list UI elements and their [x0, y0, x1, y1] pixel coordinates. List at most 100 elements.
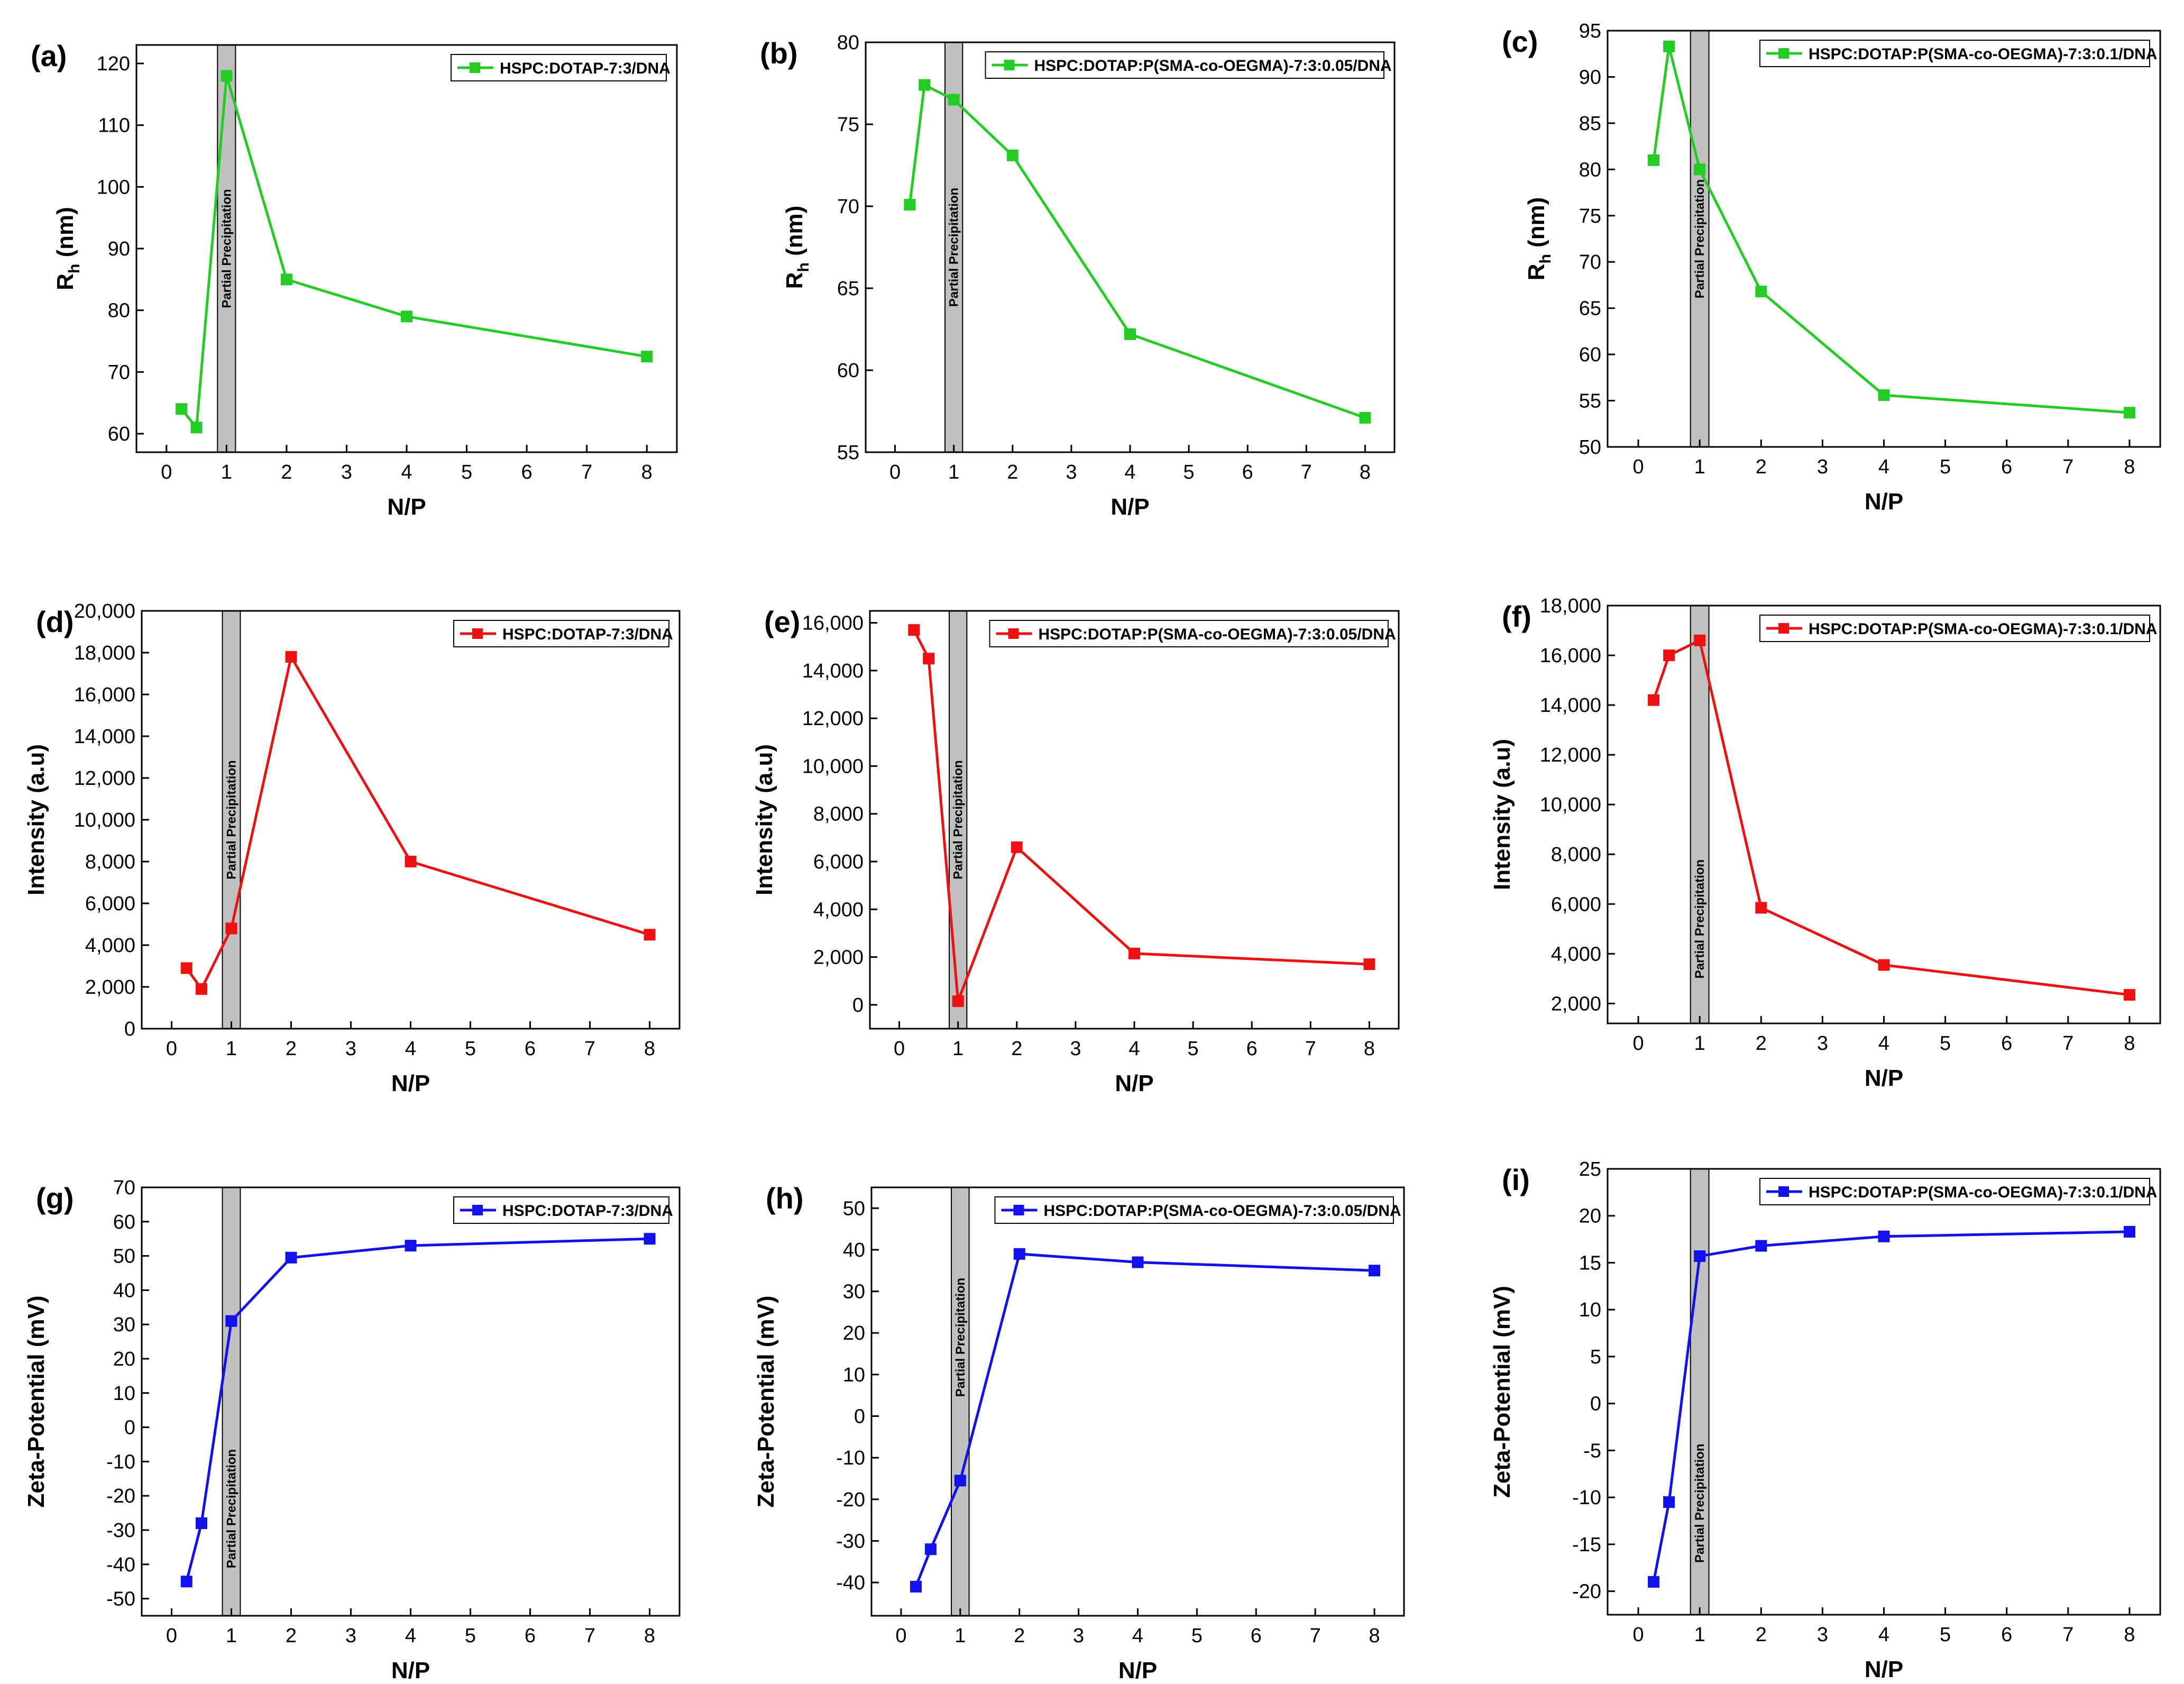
legend-marker: [1013, 1205, 1024, 1215]
y-tick-label: 55: [1579, 390, 1601, 413]
y-axis-title: Zeta-Potential (mV): [753, 1296, 779, 1508]
x-tick-label: 7: [1301, 461, 1312, 483]
y-tick-label: 60: [108, 423, 130, 445]
x-tick-label: 4: [1132, 1625, 1143, 1647]
data-point: [1648, 694, 1660, 706]
y-tick-label: -10: [836, 1447, 865, 1469]
data-point: [180, 1576, 192, 1588]
y-axis-title-base: Zeta-Potential (mV): [753, 1296, 779, 1508]
data-point: [948, 94, 960, 106]
partial-precipitation-band: [217, 44, 236, 453]
x-tick-label: 4: [1128, 1038, 1140, 1060]
data-point: [1878, 1230, 1890, 1242]
x-tick-label: 4: [405, 1625, 416, 1647]
chart-panel-e: Partial Precipitation 0 1 2 3 4 5 6 7 8 0 2,000 4,00…: [751, 605, 1400, 1096]
y-tick-label: -40: [836, 1572, 865, 1594]
y-axis-title-base: Zeta-Potential (mV): [1489, 1286, 1515, 1498]
y-tick-label: 8,000: [813, 803, 864, 826]
x-tick-label: 0: [1632, 1032, 1644, 1055]
series-line: [914, 1252, 1375, 1587]
x-tick-label: 1: [1694, 456, 1705, 478]
x-tick-label: 6: [2001, 456, 2012, 478]
y-axis-title-base: Zeta-Potential (mV): [23, 1296, 49, 1508]
y-tick-label: 10,000: [1540, 794, 1601, 816]
band-label: Partial Precipitation: [225, 1449, 239, 1568]
y-tick-label: 8,000: [1551, 844, 1601, 866]
data-point: [1755, 902, 1767, 914]
x-tick-label: 6: [1242, 461, 1253, 483]
x-tick-label: 1: [952, 1038, 963, 1060]
x-tick-label: 1: [955, 1625, 966, 1647]
data-point: [405, 856, 417, 867]
y-tick-label: 100: [97, 176, 130, 198]
y-axis-title: Rh (nm): [52, 207, 83, 290]
y-tick-label: 0: [124, 1417, 135, 1439]
y-axis-title: Zeta-Potential (mV): [1489, 1286, 1515, 1498]
x-tick-label: 5: [1191, 1625, 1203, 1647]
legend-marker: [472, 628, 483, 639]
x-tick-label: 4: [1878, 456, 1889, 478]
data-point: [641, 351, 653, 363]
chart-panel-c: Partial Precipitation 0 1 2 3 4 5 6 7 8 50 55 60 65 70…: [1502, 20, 2161, 515]
y-tick-label: 10,000: [802, 755, 864, 777]
chart-panel-h: Partial Precipitation 0 1 2 3 4 5 6 7 8 -40 -30 -20 -…: [753, 1182, 1405, 1683]
legend: HSPC:DOTAP:P(SMA-co-OEGMA)-7:3:0.05/DNA: [994, 1196, 1401, 1224]
x-tick-label: 5: [1940, 1032, 1951, 1055]
legend-label: HSPC:DOTAP:P(SMA-co-OEGMA)-7:3:0.1/DNA: [1809, 620, 2157, 638]
y-tick-label: 60: [113, 1211, 135, 1233]
x-tick-label: 3: [341, 461, 352, 483]
y-tick-label: -5: [1583, 1440, 1601, 1462]
legend-label: HSPC:DOTAP-7:3/DNA: [500, 60, 671, 77]
x-tick-label: 3: [1817, 1624, 1828, 1646]
y-tick-label: 6,000: [1551, 893, 1601, 916]
data-point: [1363, 958, 1375, 971]
x-tick-label: 0: [895, 1625, 906, 1647]
y-tick-label: 95: [1579, 20, 1601, 42]
band-label: Partial Precipitation: [953, 1278, 968, 1397]
band-label: Partial Precipitation: [1693, 179, 1707, 298]
y-tick-label: 60: [837, 360, 859, 382]
data-point: [225, 1315, 237, 1327]
data-point: [1006, 149, 1018, 161]
x-tick-label: 2: [286, 1625, 297, 1647]
panel-tag: (c): [1502, 25, 1538, 58]
x-tick-label: 6: [2001, 1624, 2012, 1646]
y-tick-label: 4,000: [1551, 943, 1601, 965]
partial-precipitation-band: [222, 610, 241, 1029]
x-tick-label: 7: [584, 1625, 595, 1647]
legend-label: HSPC:DOTAP:P(SMA-co-OEGMA)-7:3:0.05/DNA: [1044, 1202, 1401, 1220]
legend-box: [1759, 615, 2150, 642]
chart-panel-f: Partial Precipitation 0 1 2 3 4 5 6 7 8 2,000 4,000…: [1489, 595, 2161, 1091]
data-point: [1124, 328, 1136, 340]
y-tick-label: -10: [106, 1451, 135, 1473]
x-axis-title: N/P: [391, 1658, 430, 1683]
band-label: Partial Precipitation: [1693, 859, 1707, 978]
y-tick-label: 40: [113, 1279, 135, 1302]
data-point: [1648, 154, 1660, 166]
x-tick-label: 3: [1817, 1032, 1828, 1055]
y-axis-title-base: Intensity (a.u): [751, 744, 777, 895]
x-tick-label: 3: [345, 1038, 356, 1060]
data-point: [225, 922, 237, 935]
data-point: [285, 1251, 297, 1264]
legend-marker: [470, 62, 480, 73]
y-tick-label: 30: [843, 1281, 865, 1303]
legend: HSPC:DOTAP:P(SMA-co-OEGMA)-7:3:0.1/DNA: [1759, 615, 2157, 642]
legend-box: [1759, 40, 2150, 67]
x-tick-label: 4: [1878, 1032, 1889, 1055]
band-label: Partial Precipitation: [947, 188, 961, 307]
data-point: [285, 651, 297, 663]
x-tick-label: 8: [1369, 1625, 1380, 1647]
y-tick-label: 60: [1579, 344, 1601, 366]
x-tick-label: 1: [1694, 1032, 1705, 1055]
x-tick-label: 7: [1310, 1625, 1321, 1647]
y-axis-title: Intensity (a.u): [751, 744, 777, 895]
y-axis-title: Rh (nm): [1524, 197, 1554, 281]
y-tick-label: 18,000: [74, 642, 135, 664]
x-tick-label: 1: [948, 461, 959, 483]
y-tick-label: 2,000: [1551, 993, 1601, 1015]
x-axis-title: N/P: [1865, 1656, 1903, 1682]
y-axis-title: Intensity (a.u): [23, 744, 49, 895]
y-tick-label: 0: [854, 1406, 865, 1428]
